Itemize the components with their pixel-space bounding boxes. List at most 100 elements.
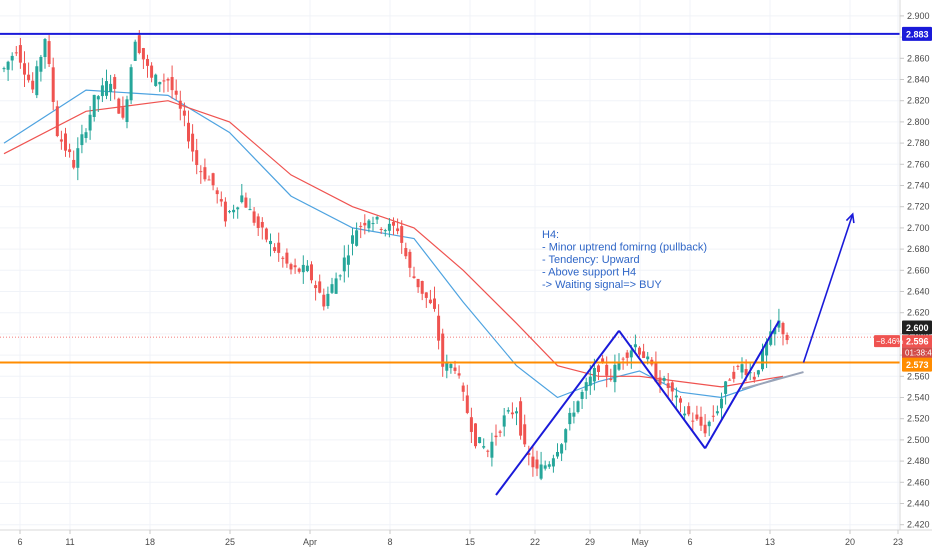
- candle-body: [551, 458, 555, 467]
- candle-body: [502, 415, 506, 427]
- candle-body: [191, 133, 195, 152]
- candle-body: [433, 298, 436, 309]
- change-box: [874, 335, 900, 348]
- candle-body: [141, 48, 145, 60]
- candle-body: [248, 209, 252, 211]
- pattern-line: [704, 320, 780, 449]
- pattern-line: [495, 330, 620, 496]
- candle-body: [670, 382, 674, 392]
- current-price-label: 2.596: [906, 337, 929, 347]
- candle-body: [683, 413, 687, 416]
- candle-body: [55, 106, 59, 137]
- candle-body: [76, 148, 80, 168]
- candle-body: [43, 39, 47, 58]
- y-tick-label: 2.500: [907, 435, 930, 445]
- x-tick-label: Apr: [303, 537, 317, 547]
- y-tick-label: 2.660: [907, 265, 930, 275]
- pattern-line: [618, 330, 706, 449]
- candle-body: [539, 464, 543, 479]
- candle-body: [68, 149, 72, 153]
- candle-body: [31, 80, 35, 90]
- candle-body: [2, 68, 6, 70]
- candle-body: [756, 370, 760, 375]
- candles: [2, 30, 789, 481]
- candle-body: [732, 371, 736, 379]
- candle-body: [617, 361, 621, 370]
- candle-body: [527, 452, 531, 455]
- y-tick-label: 2.620: [907, 308, 930, 318]
- candle-body: [14, 52, 18, 54]
- candle-body: [289, 264, 293, 270]
- support-tag-box: [902, 357, 932, 372]
- candle-body: [646, 356, 650, 360]
- moving-average-red: [3, 100, 784, 388]
- candle-body: [379, 228, 383, 230]
- candle-body: [117, 98, 121, 114]
- candle-body: [605, 364, 609, 376]
- candle-body: [711, 415, 715, 417]
- x-tick-label: 22: [530, 537, 540, 547]
- candle-body: [105, 81, 108, 96]
- x-tick-label: 29: [585, 537, 595, 547]
- candle-body: [412, 276, 416, 278]
- candle-body: [178, 100, 182, 109]
- x-tick-label: 13: [765, 537, 775, 547]
- x-tick-label: 11: [65, 537, 74, 547]
- candle-body: [486, 450, 490, 452]
- candle-body: [506, 410, 510, 412]
- candle-body: [260, 221, 264, 228]
- annotation-line: - Above support H4: [542, 267, 636, 279]
- candle-body: [707, 421, 711, 427]
- resistance-tag-label: 2.883: [906, 29, 929, 39]
- candle-body: [273, 247, 277, 251]
- candle-body: [740, 364, 744, 373]
- candle-body: [584, 382, 588, 391]
- y-tick-label: 2.460: [907, 477, 930, 487]
- pattern-lines: [495, 212, 855, 496]
- candle-body: [535, 459, 539, 469]
- candle-body: [27, 74, 31, 81]
- candle-body: [47, 41, 51, 65]
- price-tags: 2.883 2.600 2.596 01:38:43−8.46% 2.573: [874, 26, 932, 372]
- candle-body: [592, 368, 596, 382]
- candle-body: [736, 365, 740, 367]
- candle-body: [777, 320, 781, 328]
- candle-body: [404, 248, 408, 257]
- y-tick-label: 2.860: [907, 53, 930, 63]
- candle-body: [387, 223, 391, 231]
- candle-body: [154, 74, 158, 86]
- candle-body: [445, 361, 449, 371]
- candle-body: [674, 395, 678, 398]
- candle-body: [588, 376, 592, 386]
- candle-body: [556, 451, 559, 457]
- candle-body: [346, 255, 350, 265]
- candle-body: [428, 299, 432, 304]
- y-tick-label: 2.560: [907, 371, 930, 381]
- candle-body: [474, 423, 477, 447]
- candle-body: [519, 401, 523, 436]
- y-tick-label: 2.520: [907, 414, 930, 424]
- y-tick-label: 2.640: [907, 287, 930, 297]
- candle-body: [305, 265, 309, 272]
- candle-body: [182, 110, 186, 116]
- candle-body: [174, 90, 178, 95]
- candle-body: [523, 424, 527, 445]
- candle-body: [363, 222, 367, 226]
- x-tick-label: 23: [893, 537, 903, 547]
- candle-body: [609, 378, 613, 380]
- x-tick-label: 6: [17, 537, 22, 547]
- price-2600-tag-box: [902, 320, 932, 335]
- grid: [0, 0, 900, 530]
- candle-body: [211, 173, 215, 186]
- y-tick-label: 2.820: [907, 96, 930, 106]
- candle-body: [137, 35, 141, 53]
- candle-body: [761, 349, 764, 370]
- candle-body: [752, 376, 756, 380]
- countdown-label: 01:38:43: [905, 349, 932, 358]
- candle-body: [334, 278, 338, 294]
- candle-body: [482, 446, 486, 448]
- candle-body: [293, 265, 297, 268]
- candle-body: [490, 441, 494, 458]
